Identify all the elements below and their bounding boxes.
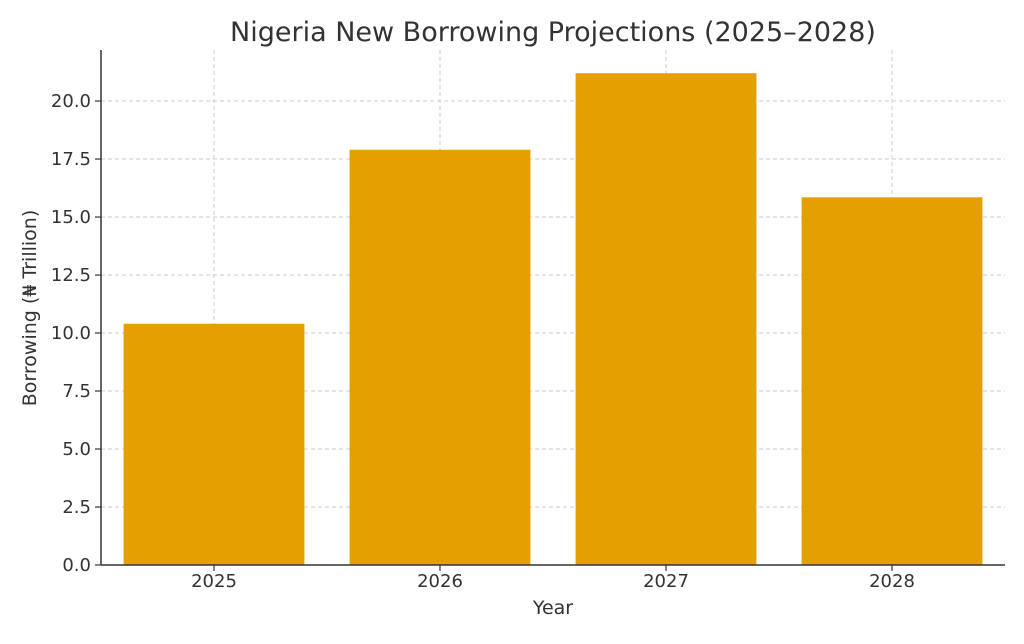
y-tick-label: 10.0: [51, 323, 91, 344]
x-axis-label: Year: [532, 597, 573, 619]
bar-2028: [801, 197, 983, 565]
y-tick-label: 0.0: [62, 555, 91, 576]
chart-title: Nigeria New Borrowing Projections (2025–…: [230, 17, 876, 48]
x-tick-label: 2028: [869, 571, 915, 592]
y-axis-label: Borrowing (₦ Trillion): [19, 210, 41, 406]
x-tick-label: 2025: [191, 571, 237, 592]
bar-2027: [575, 73, 757, 566]
y-tick-label: 20.0: [51, 91, 91, 112]
x-tick-label: 2026: [417, 571, 463, 592]
y-tick-label: 5.0: [62, 439, 91, 460]
bars: [123, 73, 983, 566]
axes: [100, 50, 1005, 566]
ticks: 0.0 2.5 5.0 7.5 10.0 12.5 15.0 17.5 20.0 2025 2026…: [51, 91, 915, 592]
y-tick-label: 12.5: [51, 265, 91, 286]
y-tick-label: 2.5: [62, 497, 91, 518]
x-tick-label: 2027: [643, 571, 689, 592]
y-tick-label: 15.0: [51, 207, 91, 228]
bar-2025: [123, 323, 305, 565]
y-tick-label: 17.5: [51, 149, 91, 170]
bar-2026: [349, 149, 531, 565]
y-tick-label: 7.5: [62, 381, 91, 402]
